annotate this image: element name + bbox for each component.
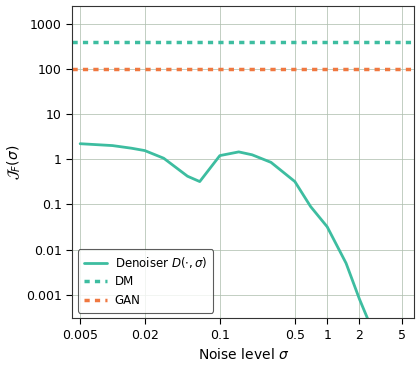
Denoiser $D(\cdot, \sigma)$ xyxy=(217,153,222,158)
Denoiser $D(\cdot, \sigma)$ xyxy=(161,156,166,160)
Denoiser $D(\cdot, \sigma)$ xyxy=(78,142,83,146)
X-axis label: Noise level $\sigma$: Noise level $\sigma$ xyxy=(197,347,289,362)
Denoiser $D(\cdot, \sigma)$ xyxy=(236,150,241,154)
Denoiser $D(\cdot, \sigma)$ xyxy=(249,153,255,157)
Denoiser $D(\cdot, \sigma)$ xyxy=(344,261,349,265)
Denoiser $D(\cdot, \sigma)$ xyxy=(197,179,202,184)
Denoiser $D(\cdot, \sigma)$ xyxy=(376,342,381,347)
Denoiser $D(\cdot, \sigma)$ xyxy=(308,204,313,209)
Line: Denoiser $D(\cdot, \sigma)$: Denoiser $D(\cdot, \sigma)$ xyxy=(80,144,397,368)
Denoiser $D(\cdot, \sigma)$ xyxy=(185,174,190,178)
Legend: Denoiser $D(\cdot, \sigma)$, DM, GAN: Denoiser $D(\cdot, \sigma)$, DM, GAN xyxy=(78,249,213,312)
Denoiser $D(\cdot, \sigma)$ xyxy=(268,160,273,164)
Y-axis label: $\mathcal{J}_F(\sigma)$: $\mathcal{J}_F(\sigma)$ xyxy=(5,144,23,180)
Denoiser $D(\cdot, \sigma)$ xyxy=(142,148,147,153)
Denoiser $D(\cdot, \sigma)$ xyxy=(93,142,98,147)
Denoiser $D(\cdot, \sigma)$ xyxy=(357,297,362,301)
Denoiser $D(\cdot, \sigma)$ xyxy=(129,146,134,151)
Denoiser $D(\cdot, \sigma)$ xyxy=(110,144,115,148)
Denoiser $D(\cdot, \sigma)$ xyxy=(292,179,297,184)
Denoiser $D(\cdot, \sigma)$ xyxy=(325,224,330,229)
